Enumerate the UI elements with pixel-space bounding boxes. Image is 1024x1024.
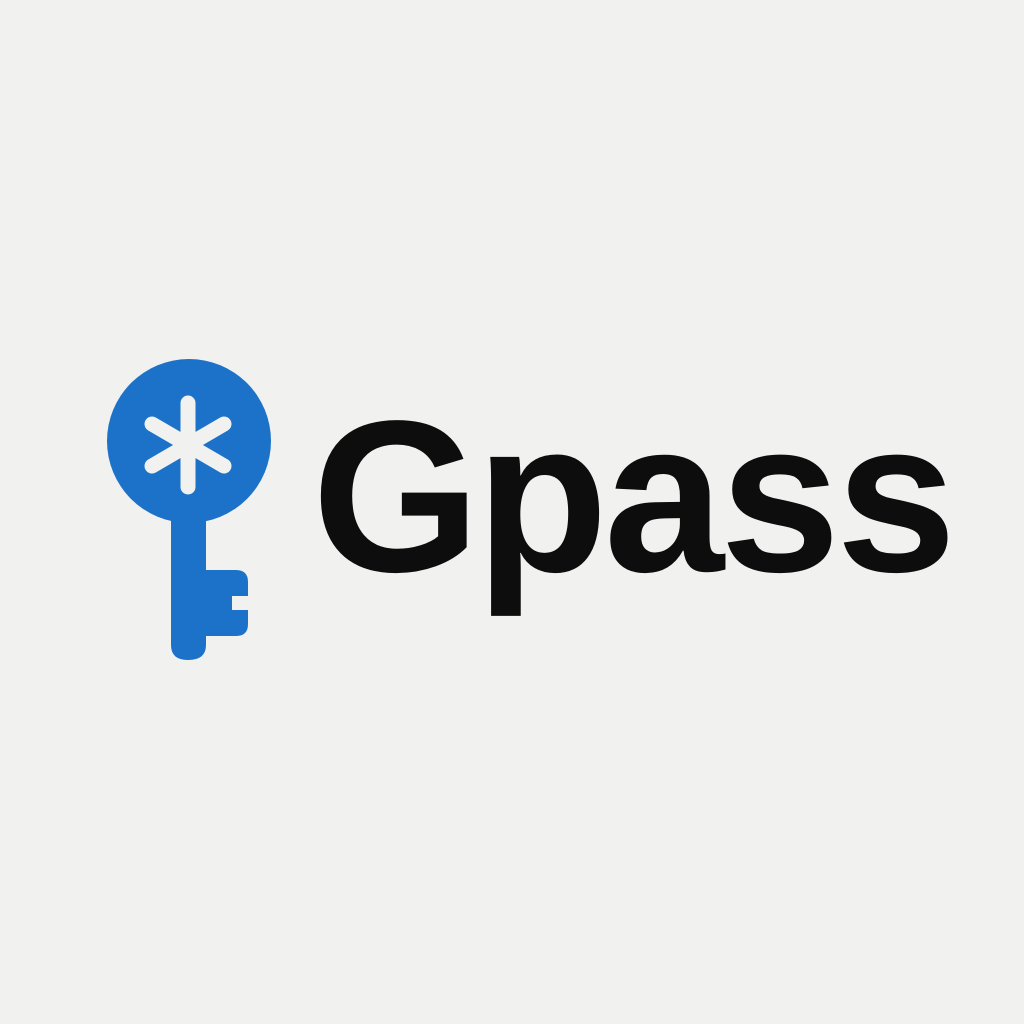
key-icon — [107, 359, 271, 660]
key-shaft — [171, 505, 248, 660]
wordmark: Gpass — [312, 375, 956, 617]
asterisk-icon — [144, 395, 232, 495]
